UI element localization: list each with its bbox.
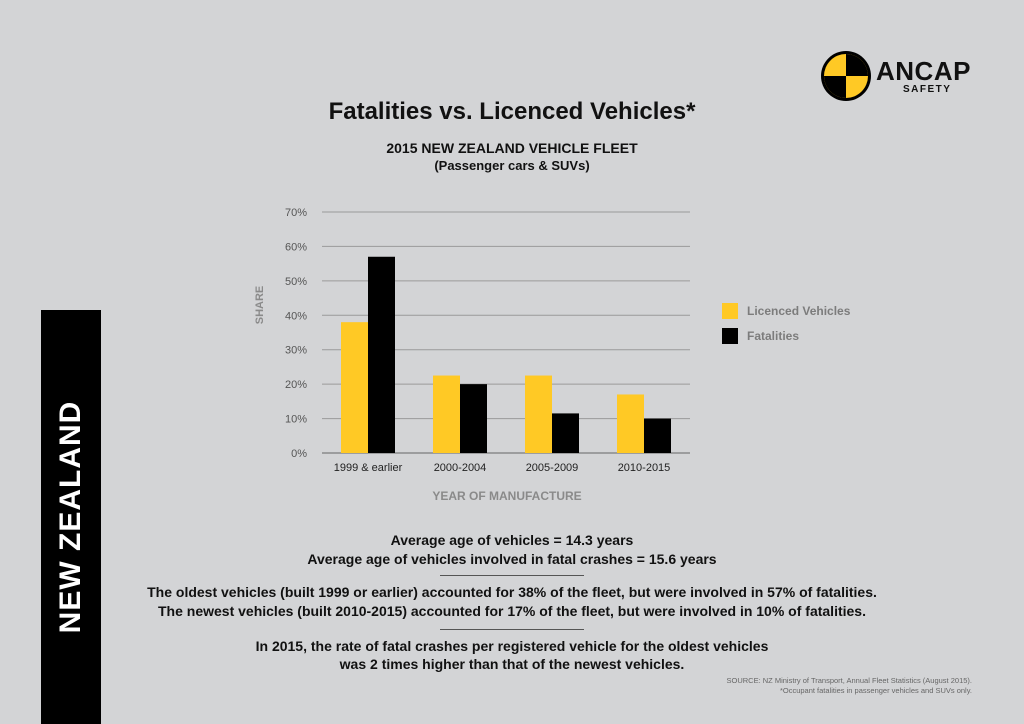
legend-label-fatalities: Fatalities (747, 329, 800, 343)
y-tick-label: 0% (291, 448, 307, 460)
bar-fatalities (552, 413, 579, 453)
ancap-logo: ANCAP SAFETY (820, 50, 990, 102)
source-note: SOURCE: NZ Ministry of Transport, Annual… (726, 676, 972, 696)
x-axis-label: YEAR OF MANUFACTURE (432, 489, 581, 503)
divider (440, 575, 584, 576)
bar-licenced (617, 394, 644, 453)
x-tick-label: 2000-2004 (434, 462, 487, 474)
bar-licenced (341, 322, 368, 453)
legend-label-licenced: Licenced Vehicles (747, 304, 851, 318)
bar-fatalities (644, 418, 671, 453)
stat-rate-comparison: In 2015, the rate of fatal crashes per r… (255, 638, 769, 654)
y-tick-label: 50% (285, 276, 307, 288)
bar-fatalities (368, 256, 395, 453)
bar-licenced (525, 375, 552, 453)
y-axis-label: SHARE (254, 286, 266, 325)
source-citation: SOURCE: NZ Ministry of Transport, Annual… (726, 676, 972, 685)
stat-average-age: Average age of vehicles = 14.3 years (390, 532, 634, 548)
stat-rate-comparison-cont: was 2 times higher than that of the newe… (339, 656, 685, 672)
x-tick-label: 2010-2015 (618, 462, 671, 474)
chart-subtitle: (Passenger cars & SUVs) (434, 158, 590, 173)
y-tick-label: 10% (285, 414, 307, 426)
y-tick-label: 30% (285, 345, 307, 357)
country-side-bar: NEW ZEALAND (41, 310, 101, 724)
y-tick-label: 70% (285, 207, 307, 219)
page-title: Fatalities vs. Licenced Vehicles* (328, 98, 696, 125)
x-tick-label: 2005-2009 (526, 462, 579, 474)
stat-oldest-vehicles: The oldest vehicles (built 1999 or earli… (147, 584, 877, 600)
footnote: *Occupant fatalities in passenger vehicl… (779, 686, 972, 695)
legend-swatch-licenced (722, 303, 738, 319)
logo-tagline: SAFETY (903, 84, 952, 95)
chart-title: 2015 NEW ZEALAND VEHICLE FLEET (386, 140, 638, 156)
x-tick-label: 1999 & earlier (334, 462, 403, 474)
y-tick-label: 40% (285, 310, 307, 322)
y-tick-label: 60% (285, 241, 307, 253)
stat-newest-vehicles: The newest vehicles (built 2010-2015) ac… (158, 603, 866, 619)
legend-swatch-fatalities (722, 328, 738, 344)
y-tick-label: 20% (285, 379, 307, 391)
stat-average-age-fatal: Average age of vehicles involved in fata… (307, 551, 717, 567)
bar-licenced (433, 375, 460, 453)
logo-wordmark: ANCAP (876, 56, 971, 86)
ancap-crash-test-icon (821, 51, 871, 101)
bar-fatalities (460, 384, 487, 453)
divider (440, 629, 584, 630)
